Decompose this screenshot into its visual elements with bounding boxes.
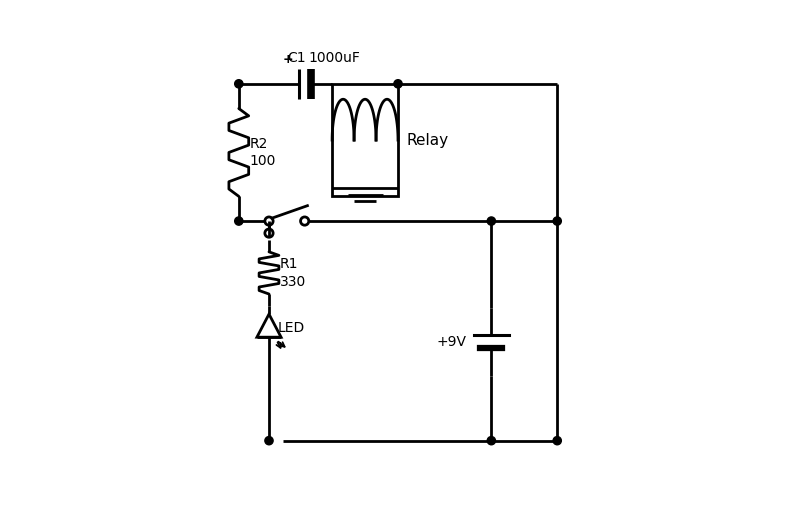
Circle shape — [487, 217, 495, 225]
Text: Relay: Relay — [406, 133, 449, 148]
Circle shape — [553, 436, 562, 445]
Circle shape — [394, 80, 402, 88]
Circle shape — [235, 80, 243, 88]
Circle shape — [487, 436, 495, 445]
Text: 1000uF: 1000uF — [309, 51, 361, 65]
Text: R2
100: R2 100 — [250, 137, 276, 168]
Text: LED: LED — [278, 322, 304, 335]
Text: C1: C1 — [287, 51, 306, 65]
Circle shape — [235, 217, 243, 225]
Text: +: + — [282, 53, 293, 66]
Bar — [332, 84, 398, 197]
Circle shape — [553, 217, 562, 225]
Text: R1
330: R1 330 — [280, 257, 306, 289]
Text: +9V: +9V — [437, 335, 466, 349]
Circle shape — [265, 436, 273, 445]
